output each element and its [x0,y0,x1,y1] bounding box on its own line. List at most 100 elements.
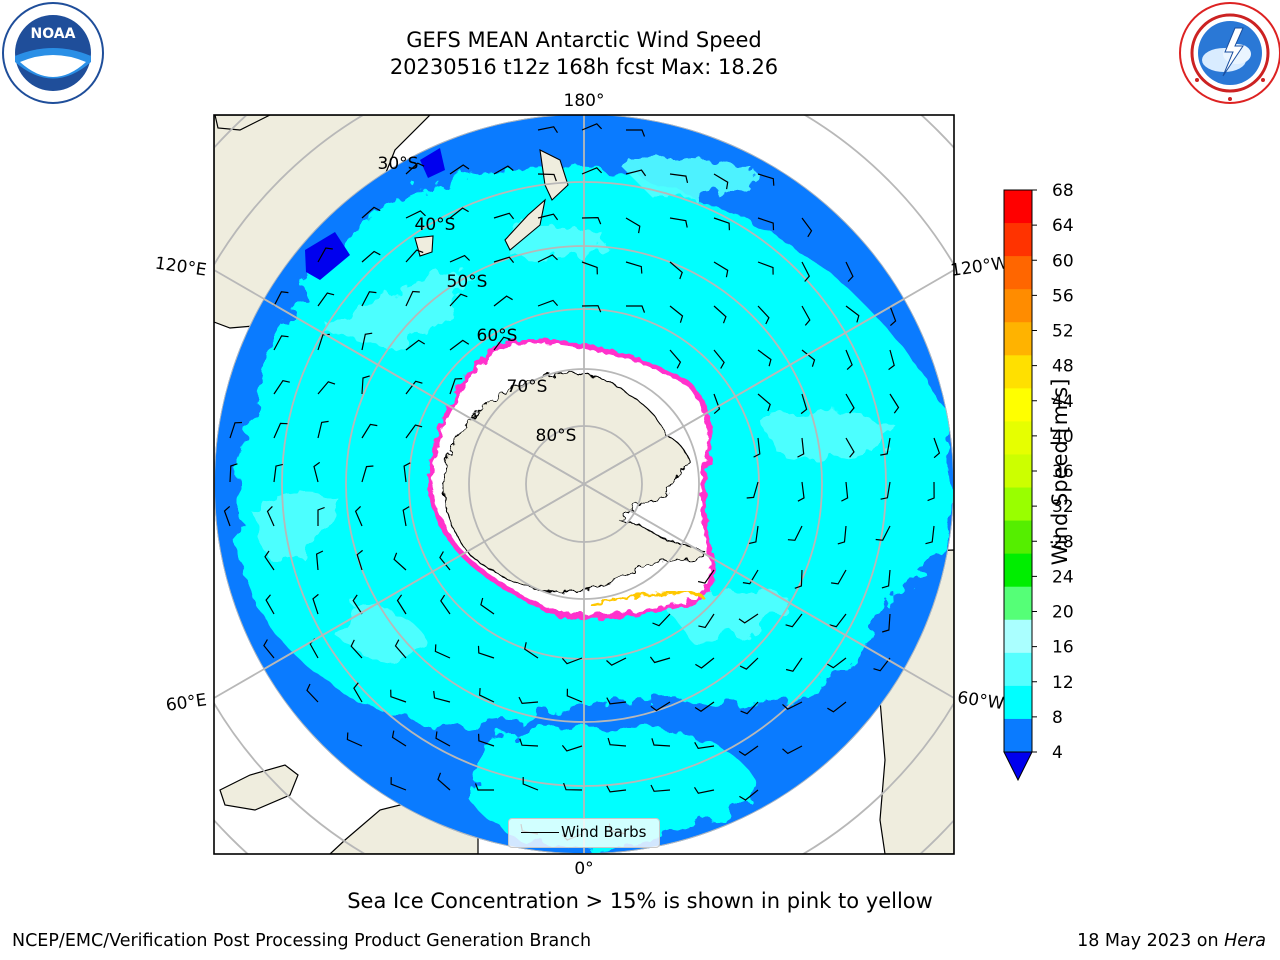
wind-barb [581,123,603,131]
wind-barb [317,247,333,263]
wind-barb [263,639,275,659]
wind-barb [581,305,602,313]
wind-barb [797,437,805,458]
wind-barb [361,206,381,219]
colorbar-tick-label: 48 [1052,357,1074,377]
sea-ice-note: Sea Ice Concentration > 15% is shown in … [347,889,933,913]
wind-barb [434,644,451,659]
lon-label-120e: 120°E [154,254,208,281]
wind-barb [782,701,803,710]
colorbar-segment [1004,454,1032,489]
wind-barb [757,261,774,275]
wind-barb [606,697,627,705]
wind-barb [669,349,682,369]
footer-date: 18 May 2023 on Hera [1077,931,1266,951]
wind-barb [561,745,583,752]
wind-barb [742,569,759,585]
wind-barb [925,525,935,545]
wind-barb [875,525,891,541]
wind-barb [317,381,336,395]
wind-barb [437,772,451,791]
wind-barb [273,335,289,351]
wind-barb [266,505,275,527]
outer-land [214,115,954,854]
colorbar-segment [1004,586,1032,621]
wind-barb [524,642,539,659]
colorbar-segment [1004,388,1032,422]
wind-barb [353,682,363,703]
wind-barb [669,217,688,228]
wind-barb [738,745,759,757]
wind-barb [713,261,729,278]
wind-barb [405,380,423,395]
lon-label-0: 0° [574,859,593,879]
wind-barb [478,733,495,747]
wind-barb [669,173,689,184]
wind-barb [801,217,813,238]
wind-barb [649,656,671,664]
wind-barb [794,569,803,589]
wind-barb [449,293,468,307]
wind-barb [390,777,407,791]
colorbar-segment [1004,520,1032,555]
antarctica-landmass [443,371,707,593]
wind-barb [361,465,374,483]
wind-barb [882,613,891,633]
wind-barb [403,462,411,483]
wind-barb [352,594,363,615]
footer-credit: NCEP/EMC/Verification Post Processing Pr… [12,931,592,951]
wind-barb [361,332,373,351]
colorbar-tick-label: 56 [1052,286,1074,306]
wind-barb [480,597,495,615]
wind-barb [350,639,363,659]
map-area [214,115,954,854]
wind-barb [561,657,583,665]
wind-barb [837,525,847,545]
colorbar-tick-label: 64 [1052,216,1074,236]
wind-barb [845,261,854,282]
colorbar-tick-label: 68 [1052,181,1074,201]
colorbar-segment [1004,256,1032,290]
wind-barb [845,305,860,323]
colorbar-segment [1004,289,1032,323]
wind-barb [478,688,495,703]
lon-label-60e: 60°E [165,690,208,715]
wind-barb [435,731,451,747]
wind-barb [522,777,539,791]
wind-barb [566,688,583,703]
colorbar-segment [1004,718,1032,753]
wind-barb [713,349,725,369]
wind-barb [315,550,324,571]
wind-barbs-legend: Wind Barbs [508,818,660,848]
wind-barb [391,730,407,747]
wind-barb [841,481,849,502]
colorbar-tick-label: 32 [1052,497,1074,517]
wind-barb [746,481,759,499]
wind-barb [537,126,559,134]
colorbar-tick-label: 16 [1052,638,1074,658]
wind-barb [273,380,290,395]
colorbar-segment [1004,355,1032,389]
wind-barb [537,173,557,182]
wind-barb [694,742,715,750]
wind-barb [265,594,275,615]
wind-barb [652,613,671,627]
wind-barb [393,552,407,571]
wind-barb [306,683,319,703]
wind-barb [356,549,363,571]
wind-barb [713,173,729,190]
colorbar-tick-label: 12 [1052,673,1074,693]
wind-barb [317,292,335,307]
wind-barb [753,437,761,458]
colorbar-segment [1004,652,1032,687]
new-zealand-landmass [504,198,546,251]
wind-barb [537,213,559,221]
wind-barb [801,349,816,367]
wind-barb [493,256,515,263]
colorbar-segment [1004,223,1032,257]
colorbar-segment [1004,619,1032,654]
wind-barb [405,424,423,439]
wind-barb [405,210,426,219]
wind-barb [440,594,451,615]
wind-barb [581,261,598,275]
